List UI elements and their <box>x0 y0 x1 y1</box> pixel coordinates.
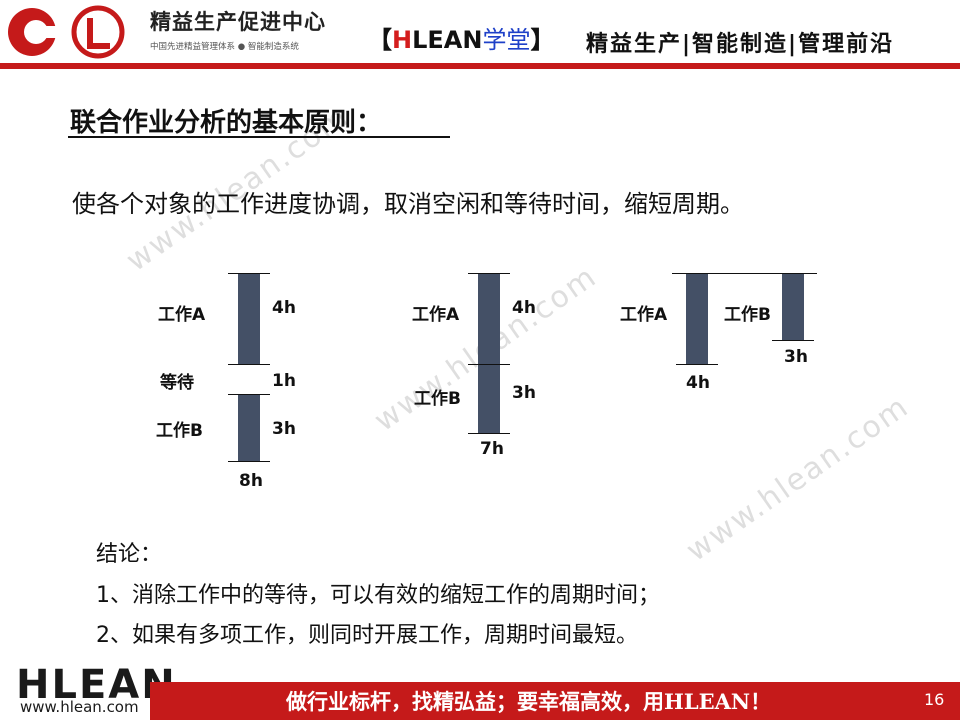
d1-start-tick <box>228 273 270 274</box>
d1-work-a-label: 工作A <box>158 305 206 325</box>
d1-work-a-time: 4h <box>272 298 296 318</box>
principle-statement: 使各个对象的工作进度协调，取消空闲和等待时间，缩短周期。 <box>72 190 744 218</box>
page-number: 16 <box>924 690 945 709</box>
d1-end-tick <box>228 461 270 462</box>
d3-tick <box>676 364 718 365</box>
d3-work-a-label: 工作A <box>620 305 668 325</box>
d3-start-line <box>672 273 817 274</box>
conclusion-heading: 结论： <box>96 542 163 567</box>
d1-work-b-time: 3h <box>272 419 296 439</box>
slide-title: 联合作业分析的基本原则： <box>70 108 383 138</box>
footer-slogan: 做行业标杆，找精弘益；要幸福高效，用HLEAN！ <box>286 689 772 714</box>
d3-tick <box>772 340 814 341</box>
d2-tick <box>468 364 510 365</box>
d1-total-time: 8h <box>239 471 263 491</box>
d3-work-a-bar <box>686 274 708 364</box>
d1-wait-label: 等待 <box>160 373 194 393</box>
d1-work-a-bar <box>238 274 260 364</box>
d2-work-b-time: 3h <box>512 383 536 403</box>
footer-bar <box>150 682 960 720</box>
footer-url[interactable]: www.hlean.com <box>20 698 139 716</box>
conclusion-line-2: 2、如果有多项工作，则同时开展工作，周期时间最短。 <box>96 623 638 648</box>
d2-work-b-label: 工作B <box>414 389 461 409</box>
d2-work-a-bar <box>478 274 500 364</box>
d1-wait-time: 1h <box>272 371 296 391</box>
d3-work-a-time: 4h <box>686 373 710 393</box>
hlean-academy-tag: 【HLEAN学堂】 <box>368 26 555 54</box>
d1-work-b-bar <box>238 395 260 461</box>
footer-logo: HLEAN <box>16 662 177 708</box>
d3-work-b-bar <box>782 274 804 340</box>
d1-tick <box>228 364 270 365</box>
d1-work-b-label: 工作B <box>156 421 203 441</box>
d2-total-time: 7h <box>480 439 504 459</box>
title-underline <box>68 136 450 138</box>
d2-work-b-bar <box>478 365 500 433</box>
d3-work-b-time: 3h <box>784 347 808 367</box>
header-slogan: 精益生产|智能制造|管理前沿 <box>586 32 895 57</box>
header-divider <box>0 63 960 69</box>
d2-start-tick <box>468 273 510 274</box>
d2-work-a-label: 工作A <box>412 305 460 325</box>
watermark: www.hlean.com <box>680 389 916 569</box>
conclusion-line-1: 1、消除工作中的等待，可以有效的缩短工作的周期时间； <box>96 583 660 608</box>
center-name: 精益生产促进中心 <box>150 10 326 34</box>
d3-work-b-label: 工作B <box>724 305 771 325</box>
d2-end-tick <box>468 433 510 434</box>
center-logo-icon <box>8 5 125 59</box>
d2-work-a-time: 4h <box>512 298 536 318</box>
center-subtitle: 中国先进精益管理体系 ● 智能制造系统 <box>150 42 299 52</box>
d1-tick <box>228 394 270 395</box>
